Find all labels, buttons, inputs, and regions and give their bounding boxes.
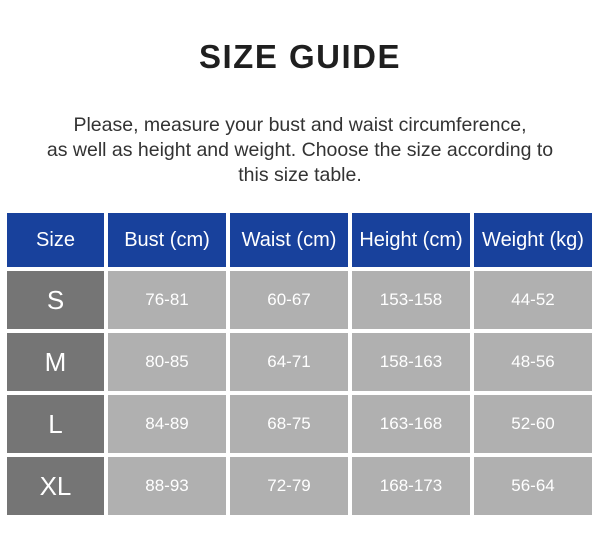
- value-cell: 84-89: [108, 395, 226, 453]
- value-cell: 76-81: [108, 271, 226, 329]
- value-cell: 80-85: [108, 333, 226, 391]
- size-table: Size Bust (cm) Waist (cm) Height (cm) Weight…: [3, 209, 596, 519]
- header-row: Size Bust (cm) Waist (cm) Height (cm) Weight…: [7, 213, 592, 267]
- value-cell: 153-158: [352, 271, 470, 329]
- table-row: L 84-89 68-75 163-168 52-60: [7, 395, 592, 453]
- value-cell: 48-56: [474, 333, 592, 391]
- value-cell: 168-173: [352, 457, 470, 515]
- column-header: Waist (cm): [230, 213, 348, 267]
- size-table-header: Size Bust (cm) Waist (cm) Height (cm) Weight…: [7, 213, 592, 267]
- size-cell: M: [7, 333, 104, 391]
- description-line-2: as well as height and weight. Choose the…: [46, 139, 554, 161]
- column-header: Weight (kg): [474, 213, 592, 267]
- value-cell: 60-67: [230, 271, 348, 329]
- size-cell: XL: [7, 457, 104, 515]
- value-cell: 52-60: [474, 395, 592, 453]
- description-line-3: this size table.: [238, 164, 362, 186]
- value-cell: 88-93: [108, 457, 226, 515]
- table-row: S 76-81 60-67 153-158 44-52: [7, 271, 592, 329]
- table-row: M 80-85 64-71 158-163 48-56: [7, 333, 592, 391]
- size-cell: L: [7, 395, 104, 453]
- description-line-1: Please, measure your bust and waist circ…: [73, 114, 527, 136]
- table-row: XL 88-93 72-79 168-173 56-64: [7, 457, 592, 515]
- page-title: SIZE GUIDE: [198, 38, 402, 75]
- column-header: Size: [7, 213, 104, 267]
- value-cell: 158-163: [352, 333, 470, 391]
- column-header: Bust (cm): [108, 213, 226, 267]
- value-cell: 64-71: [230, 333, 348, 391]
- page-description: Please, measure your bust and waist circ…: [0, 113, 600, 188]
- value-cell: 163-168: [352, 395, 470, 453]
- value-cell: 68-75: [230, 395, 348, 453]
- column-header: Height (cm): [352, 213, 470, 267]
- value-cell: 44-52: [474, 271, 592, 329]
- value-cell: 72-79: [230, 457, 348, 515]
- size-table-body: S 76-81 60-67 153-158 44-52 M 80-85 64-71 158-16…: [7, 271, 592, 515]
- value-cell: 56-64: [474, 457, 592, 515]
- size-cell: S: [7, 271, 104, 329]
